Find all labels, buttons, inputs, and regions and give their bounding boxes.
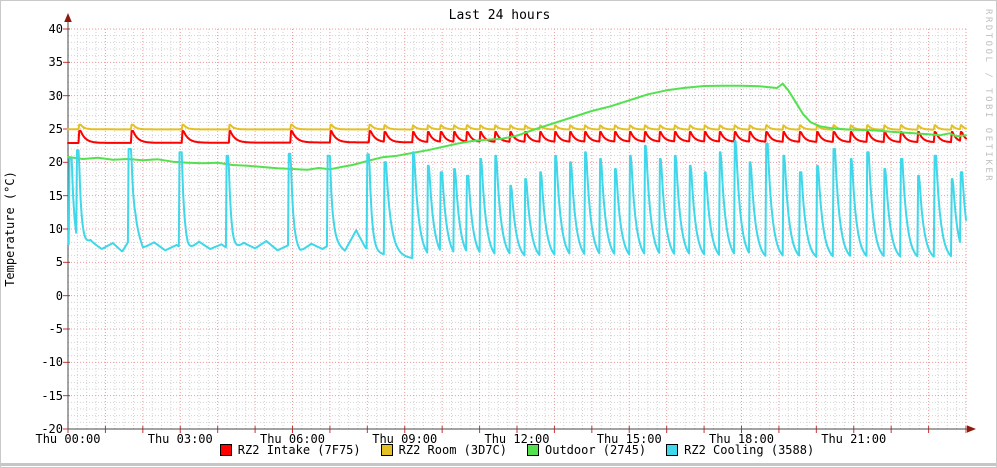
legend-label: Outdoor (2745) xyxy=(545,443,647,457)
series-line xyxy=(67,82,967,171)
y-tick-label: 35 xyxy=(48,55,63,70)
legend-item: Outdoor (2745) xyxy=(527,443,646,457)
y-tick-label: -10 xyxy=(41,355,63,370)
series-line xyxy=(67,130,967,144)
legend-label: RZ2 Cooling (3588) xyxy=(684,443,815,457)
legend-item: RZ2 Room (3D7C) xyxy=(380,443,507,457)
rrdtool-watermark: RRDTOOL / TOBI OETIKER xyxy=(983,9,993,184)
y-tick-label: -20 xyxy=(41,422,63,436)
y-tick-label: 15 xyxy=(48,188,63,203)
legend-swatch xyxy=(527,444,539,456)
x-tick-label: Thu 09:00 xyxy=(372,432,438,446)
series-line xyxy=(67,123,967,131)
legend-item: RZ2 Cooling (3588) xyxy=(666,443,814,457)
y-tick-label: 40 xyxy=(48,22,63,36)
y-tick-label: -15 xyxy=(41,388,63,403)
x-tick-label: Thu 00:00 xyxy=(35,432,101,446)
y-tick-label: 5 xyxy=(55,255,63,270)
y-tick-label: 30 xyxy=(48,88,63,103)
x-tick-label: Thu 03:00 xyxy=(147,432,213,446)
y-tick-label: 20 xyxy=(48,155,63,170)
y-tick-label: 10 xyxy=(48,222,63,236)
bottom-window-edge xyxy=(1,463,996,466)
x-tick-label: Thu 06:00 xyxy=(259,432,326,446)
y-tick-label: -5 xyxy=(48,322,63,336)
chart-legend: RZ2 Intake (7F75) RZ2 Room (3D7C) Outdoor … xyxy=(68,443,966,457)
x-tick-label: Thu 12:00 xyxy=(484,432,550,446)
y-axis-label: Temperature (°C) xyxy=(3,171,17,287)
x-tick-label: Thu 18:00 xyxy=(708,432,775,446)
legend-item: RZ2 Intake (7F75) xyxy=(219,443,361,457)
series-line xyxy=(67,140,967,259)
y-tick-label: 25 xyxy=(48,122,63,136)
legend-swatch xyxy=(219,444,232,456)
legend-swatch xyxy=(380,444,393,456)
chart-title: Last 24 hours xyxy=(448,8,551,23)
x-tick-label: Thu 21:00 xyxy=(821,432,887,446)
x-tick-label: Thu 15:00 xyxy=(596,432,662,446)
legend-label: RZ2 Room (3D7C) xyxy=(398,443,507,457)
legend-label: RZ2 Intake (7F75) xyxy=(237,443,361,457)
legend-swatch xyxy=(666,444,679,456)
y-tick-label: 0 xyxy=(55,288,63,303)
